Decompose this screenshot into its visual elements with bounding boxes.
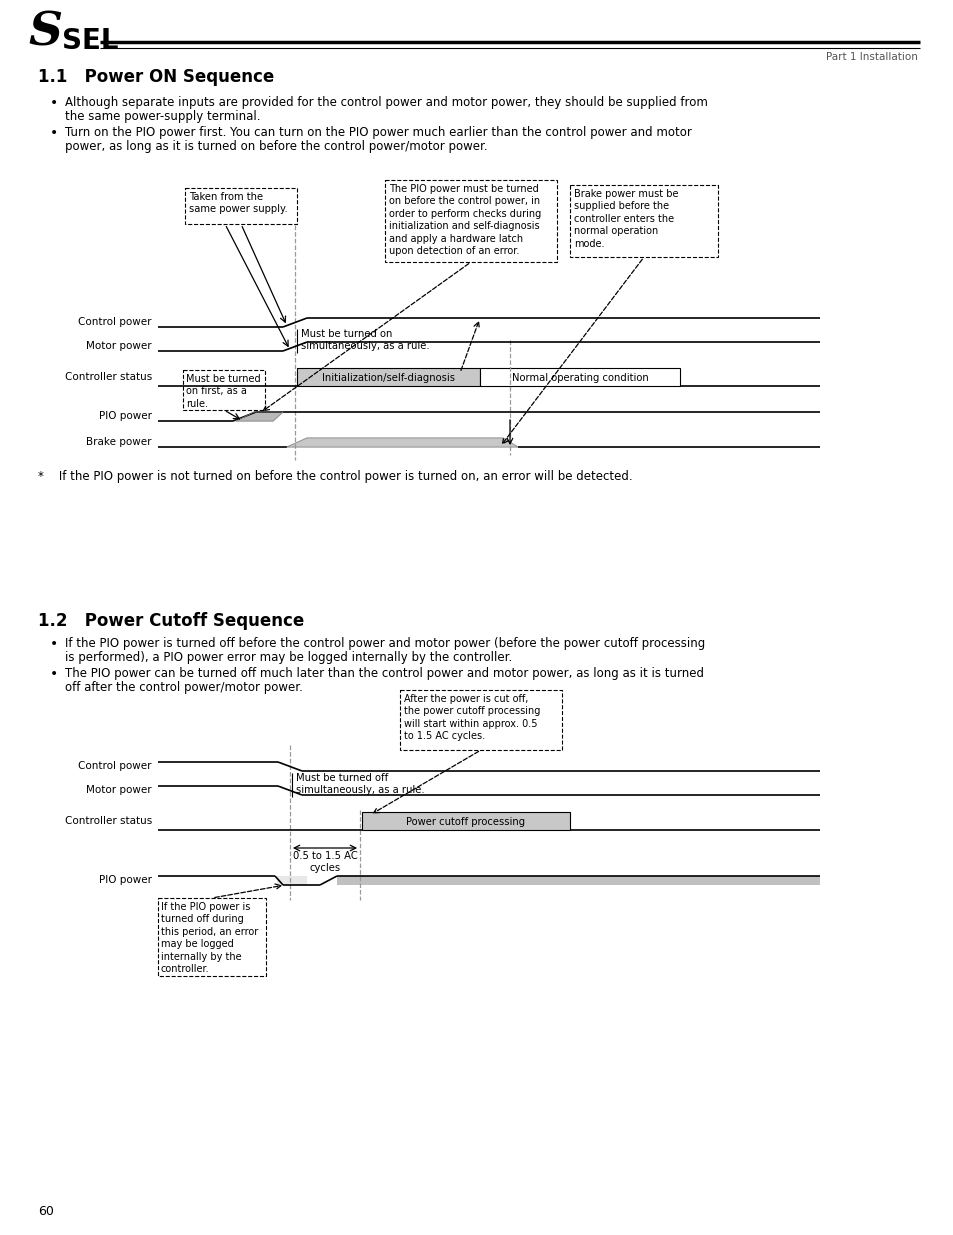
Text: Control power: Control power [78, 761, 152, 771]
Text: 0.5 to 1.5 AC
cycles: 0.5 to 1.5 AC cycles [293, 851, 357, 873]
Text: Control power: Control power [78, 317, 152, 327]
Text: Although separate inputs are provided for the control power and motor power, the: Although separate inputs are provided fo… [65, 96, 707, 109]
Text: the same power-supply terminal.: the same power-supply terminal. [65, 110, 260, 124]
Text: S: S [28, 9, 62, 56]
Text: •: • [50, 126, 58, 140]
Bar [185, 188, 296, 224]
Bar [479, 368, 679, 387]
Text: Controller status: Controller status [65, 372, 152, 382]
Text: is performed), a PIO power error may be logged internally by the controller.: is performed), a PIO power error may be … [65, 651, 512, 664]
Bar [399, 690, 561, 750]
Bar [361, 811, 569, 830]
Text: Power cutoff processing: Power cutoff processing [406, 818, 525, 827]
Text: The PIO power must be turned
on before the control power, in
order to perform ch: The PIO power must be turned on before t… [389, 184, 540, 256]
Bar [569, 185, 718, 257]
Text: SEL: SEL [62, 27, 118, 56]
Polygon shape [235, 412, 283, 421]
Text: Initialization/self-diagnosis: Initialization/self-diagnosis [322, 373, 455, 383]
Bar [385, 180, 557, 262]
Text: Must be turned off
simultaneously, as a rule.: Must be turned off simultaneously, as a … [295, 773, 424, 795]
Text: off after the control power/motor power.: off after the control power/motor power. [65, 680, 302, 694]
Text: Controller status: Controller status [65, 816, 152, 826]
Text: PIO power: PIO power [99, 876, 152, 885]
Text: After the power is cut off,
the power cutoff processing
will start within approx: After the power is cut off, the power cu… [403, 694, 539, 741]
Text: Must be turned on
simultaneously, as a rule.: Must be turned on simultaneously, as a r… [301, 329, 429, 352]
Polygon shape [287, 438, 517, 447]
Text: Motor power: Motor power [87, 785, 152, 795]
Text: Turn on the PIO power first. You can turn on the PIO power much earlier than the: Turn on the PIO power first. You can tur… [65, 126, 691, 140]
Text: Normal operating condition: Normal operating condition [511, 373, 648, 383]
Text: If the PIO power is
turned off during
this period, an error
may be logged
intern: If the PIO power is turned off during th… [161, 902, 258, 974]
Bar [183, 370, 265, 410]
Bar [276, 876, 307, 885]
Text: Part 1 Installation: Part 1 Installation [825, 52, 917, 62]
Text: •: • [50, 96, 58, 110]
Text: 1.2   Power Cutoff Sequence: 1.2 Power Cutoff Sequence [38, 613, 304, 630]
Bar [296, 368, 479, 387]
Text: *    If the PIO power is not turned on before the control power is turned on, an: * If the PIO power is not turned on befo… [38, 471, 632, 483]
Text: •: • [50, 637, 58, 651]
Text: Motor power: Motor power [87, 341, 152, 351]
Text: power, as long as it is turned on before the control power/motor power.: power, as long as it is turned on before… [65, 140, 487, 153]
Text: Brake power must be
supplied before the
controller enters the
normal operation
m: Brake power must be supplied before the … [574, 189, 678, 248]
Text: PIO power: PIO power [99, 411, 152, 421]
Bar [158, 898, 266, 976]
Text: 60: 60 [38, 1205, 53, 1218]
Text: The PIO power can be turned off much later than the control power and motor powe: The PIO power can be turned off much lat… [65, 667, 703, 680]
Text: •: • [50, 667, 58, 680]
Bar [336, 876, 820, 885]
Text: Brake power: Brake power [87, 437, 152, 447]
Text: If the PIO power is turned off before the control power and motor power (before : If the PIO power is turned off before th… [65, 637, 704, 650]
Text: Taken from the
same power supply.: Taken from the same power supply. [189, 191, 288, 215]
Text: 1.1   Power ON Sequence: 1.1 Power ON Sequence [38, 68, 274, 86]
Text: Must be turned
on first, as a
rule.: Must be turned on first, as a rule. [186, 374, 260, 409]
